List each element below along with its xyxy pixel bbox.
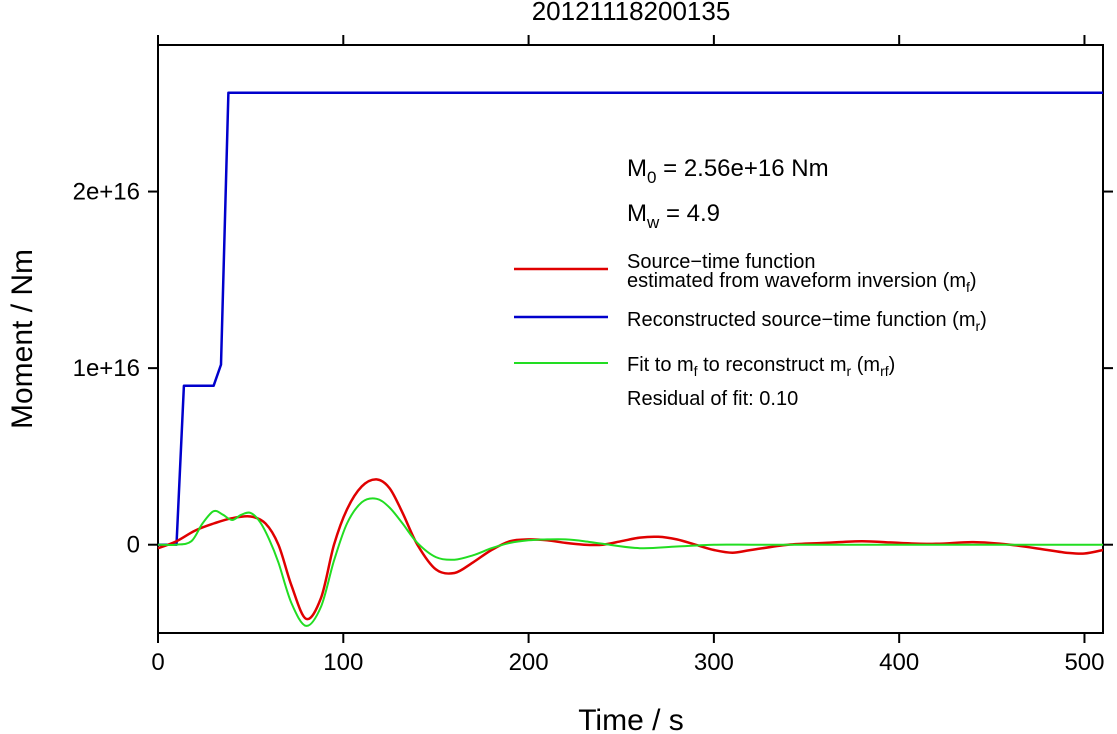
mw-prefix: M	[627, 200, 647, 227]
legend-red-line2-sub: f	[966, 279, 970, 295]
series-layer	[157, 91, 1104, 627]
x-tick-label: 400	[879, 649, 919, 676]
x-tick-label: 500	[1064, 649, 1104, 676]
residual-annotation: Residual of fit: 0.10	[627, 388, 798, 410]
m0-value: = 2.56e+16 Nm	[656, 155, 828, 182]
legend-blue-label: Reconstructed source−time function (mr)	[627, 309, 987, 334]
legend-green-t4: )	[889, 354, 896, 376]
x-axis-label: Time / s	[578, 704, 684, 734]
chart-title: 20121118200135	[532, 0, 731, 26]
legend-blue-text: Reconstructed source−time function (m	[627, 309, 976, 331]
legend-green-s3: rf	[880, 363, 889, 379]
x-tick-label: 200	[509, 649, 549, 676]
m0-annotation: M0 = 2.56e+16 Nm	[627, 155, 829, 187]
x-tick-label: 300	[694, 649, 734, 676]
x-tick-label: 100	[323, 649, 363, 676]
x-tick-label: 0	[151, 649, 164, 676]
legend-green-s2: r	[847, 363, 852, 379]
legend-green-t1: Fit to m	[627, 354, 694, 376]
axes-layer: 0 100 200 300 400 500 0 1e+16 2e+16	[73, 35, 1113, 676]
legend-blue-end: )	[980, 309, 987, 331]
plot-frame	[157, 44, 1104, 634]
mw-annotation: Mw = 4.9	[627, 200, 720, 232]
series-line-red	[157, 478, 1104, 621]
series-line-green	[157, 497, 1103, 627]
mw-subscript: w	[646, 213, 660, 232]
mw-value: = 4.9	[659, 200, 720, 227]
legend-red-line2-end: )	[970, 270, 977, 292]
y-tick-label: 0	[127, 532, 140, 559]
legend-red-line1: Source−time function	[627, 251, 815, 273]
m0-prefix: M	[627, 155, 647, 182]
legend-green-t2: to reconstruct m	[698, 354, 847, 376]
legend-red-line2: estimated from waveform inversion (mf)	[627, 270, 977, 295]
y-axis-label: Moment / Nm	[6, 249, 39, 429]
legend-green-label: Fit to mf to reconstruct mr (mrf)	[627, 354, 895, 379]
m0-subscript: 0	[647, 168, 656, 187]
legend-green-t3: (m	[851, 354, 880, 376]
legend: Source−time function estimated from wave…	[514, 251, 987, 410]
legend-red-line2-text: estimated from waveform inversion (m	[627, 270, 966, 292]
y-tick-label: 2e+16	[73, 179, 140, 206]
legend-blue-sub: r	[976, 318, 981, 334]
y-tick-label: 1e+16	[73, 355, 140, 382]
legend-green-s1: f	[694, 363, 698, 379]
